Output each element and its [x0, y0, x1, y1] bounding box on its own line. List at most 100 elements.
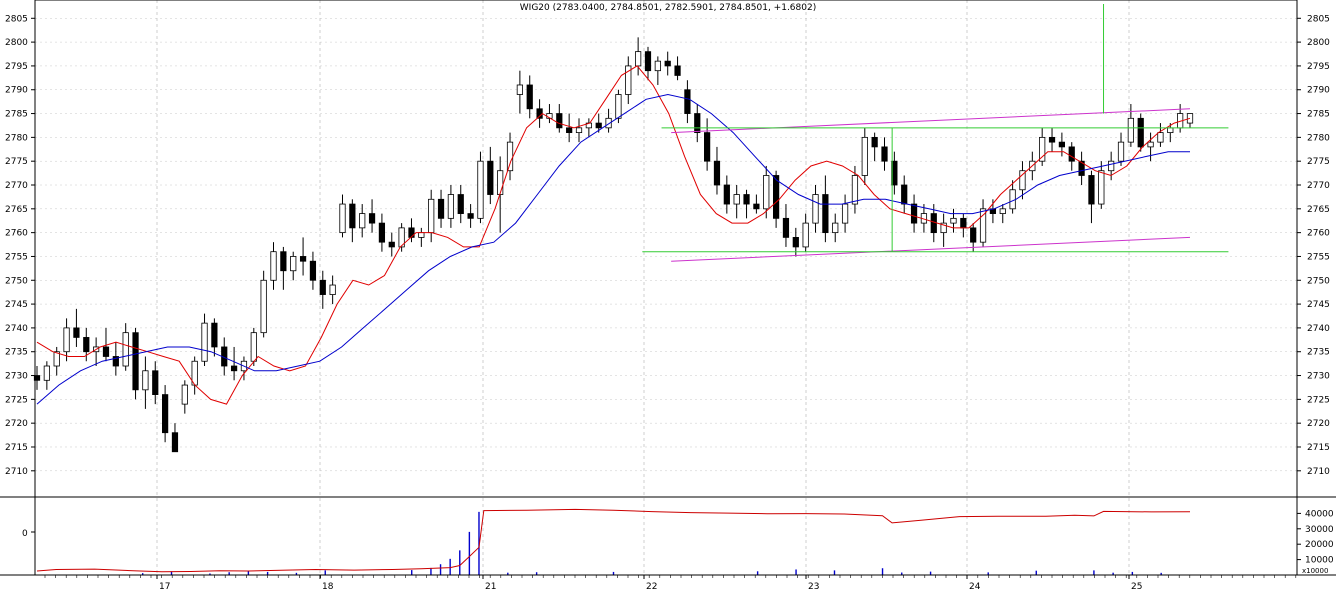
candle-body	[437, 198, 445, 219]
candle-body	[299, 256, 307, 262]
candle-body	[368, 213, 376, 224]
y-tick-label-right: 2800	[1307, 38, 1330, 48]
candle-body	[881, 146, 888, 162]
y-tick-label-right: 2775	[1307, 157, 1330, 167]
candle-body	[536, 108, 543, 119]
candle-body	[142, 370, 149, 391]
volume-panel	[36, 508, 1191, 575]
candle-body	[684, 89, 691, 114]
y-tick-label-left: 2760	[5, 229, 28, 239]
candle-body	[112, 356, 119, 367]
volume-y-tick-label: 40000	[1305, 509, 1334, 519]
candle-body	[63, 327, 70, 353]
price-panel	[33, 37, 1194, 453]
candle-body	[270, 251, 277, 281]
moving-average-short	[36, 65, 1191, 405]
y-tick-label-right: 2790	[1307, 86, 1330, 96]
candle-body	[1068, 146, 1075, 162]
y-tick-label-right: 2785	[1307, 110, 1330, 120]
candle-body	[1058, 141, 1065, 148]
y-tick-label-left: 2715	[5, 443, 28, 453]
y-tick-label-left: 2795	[5, 62, 28, 72]
y-tick-label-right: 2765	[1307, 205, 1330, 215]
y-tick-label-right: 2780	[1307, 133, 1330, 143]
candle-body	[53, 351, 60, 367]
candle-body	[418, 232, 425, 238]
candle-body	[970, 227, 977, 243]
candle-body	[73, 327, 80, 338]
candle-body	[339, 203, 346, 234]
candle-body	[723, 184, 730, 205]
candle-body	[802, 222, 809, 248]
candle-body	[152, 370, 159, 395]
candle-body	[506, 141, 514, 172]
candle-body	[822, 194, 829, 234]
candle-body	[1039, 136, 1046, 162]
candle-body	[1147, 141, 1154, 148]
y-tick-label-left: 2750	[5, 276, 28, 286]
candle-body	[329, 284, 336, 295]
x-tick-label: 23	[808, 582, 819, 592]
candle-body	[575, 127, 583, 134]
candle-body	[398, 227, 405, 248]
candle-body	[595, 122, 602, 129]
candle-body	[792, 237, 799, 248]
candle-body	[349, 203, 356, 229]
candle-body	[250, 332, 257, 362]
candle-body	[950, 217, 957, 224]
y-tick-label-left: 2735	[5, 348, 28, 358]
candle-body	[979, 208, 987, 243]
y-tick-label-right: 2720	[1307, 419, 1330, 429]
y-tick-label-right: 2770	[1307, 181, 1330, 191]
candle-body	[1048, 136, 1056, 143]
candle-body	[408, 227, 415, 238]
candle-body	[1167, 127, 1174, 134]
candle-body	[162, 394, 169, 434]
y-tick-label-right: 2755	[1307, 252, 1330, 262]
y-tick-label-right: 2805	[1307, 14, 1330, 24]
x-tick-label: 22	[646, 582, 657, 592]
y-tick-label-left: 2790	[5, 86, 28, 96]
y-tick-label-left: 2775	[5, 157, 28, 167]
candle-body	[447, 194, 455, 219]
candle-body	[359, 213, 366, 229]
candle-body	[1157, 132, 1164, 143]
candle-body	[122, 332, 129, 367]
y-tick-label-right: 2715	[1307, 443, 1330, 453]
candle-body	[733, 194, 740, 205]
y-tick-label-right: 2760	[1307, 229, 1330, 239]
candle-body	[1137, 117, 1144, 148]
candle-body	[763, 175, 770, 210]
candle-body	[1078, 160, 1085, 176]
candle-body	[832, 222, 839, 234]
candle-body	[378, 222, 386, 243]
x-tick-label: 18	[322, 582, 334, 592]
y-tick-label-left: 2755	[5, 252, 28, 262]
volume-y-tick-label: 20000	[1305, 540, 1334, 550]
candle-body	[33, 375, 41, 381]
x-tick-label: 17	[159, 582, 170, 592]
chart-title: WIG20 (2783.0400, 2784.8501, 2782.5901, …	[520, 3, 816, 13]
y-tick-label-left: 2765	[5, 205, 28, 215]
y-tick-label-left: 2780	[5, 133, 28, 143]
candle-body	[704, 132, 711, 162]
candle-body	[1098, 170, 1105, 205]
candle-body	[999, 208, 1006, 214]
y-tick-label-left: 2720	[5, 419, 28, 429]
candle-body	[694, 113, 701, 134]
y-tick-label-right: 2730	[1307, 372, 1330, 382]
candle-body	[871, 136, 878, 148]
candle-body	[1009, 189, 1016, 210]
candle-body	[772, 175, 780, 219]
candle-body	[940, 222, 947, 234]
y-tick-label-right: 2710	[1307, 467, 1330, 477]
candle-body	[644, 51, 652, 72]
y-tick-label-right: 2750	[1307, 276, 1330, 286]
candle-body	[43, 365, 50, 381]
candle-body	[290, 256, 297, 272]
y-tick-label-left: 2730	[5, 372, 28, 382]
candle-body	[861, 136, 868, 176]
